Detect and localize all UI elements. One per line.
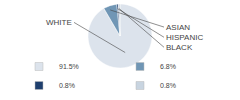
svg-text:0.8%: 0.8% — [160, 82, 176, 89]
svg-text:0.8%: 0.8% — [59, 82, 75, 89]
svg-text:91.5%: 91.5% — [59, 63, 79, 70]
svg-text:WHITE: WHITE — [46, 18, 72, 27]
svg-text:ASIAN: ASIAN — [166, 23, 190, 32]
svg-text:6.8%: 6.8% — [160, 63, 176, 70]
svg-text:HISPANIC: HISPANIC — [166, 33, 203, 42]
svg-text:BLACK: BLACK — [166, 43, 193, 52]
